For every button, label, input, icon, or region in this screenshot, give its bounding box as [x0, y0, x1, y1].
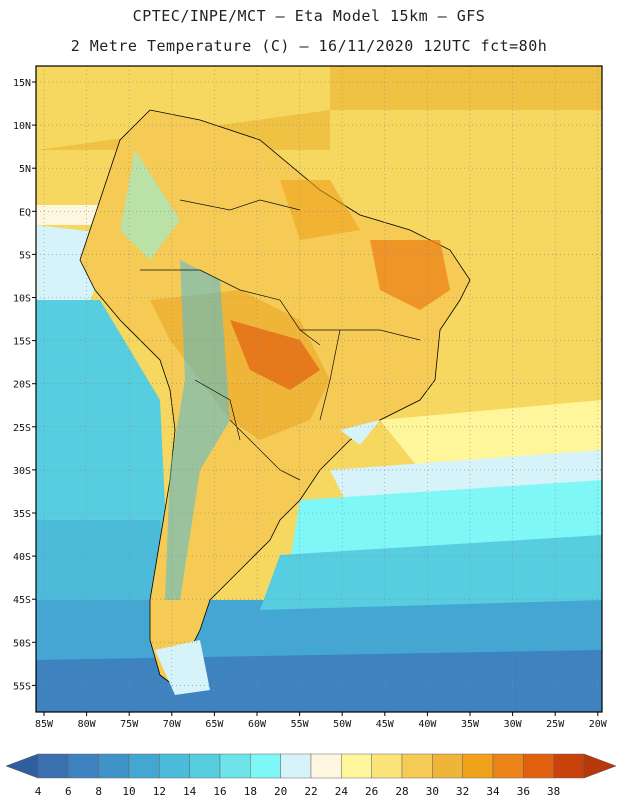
colorbar-swatch — [37, 753, 69, 779]
lon-label: 25W — [546, 719, 565, 730]
colorbar-label: 28 — [395, 785, 408, 798]
colorbar-label: 10 — [122, 785, 135, 798]
map-frame — [35, 65, 603, 713]
colorbar-swatch — [341, 753, 372, 779]
colorbar-high-arrow — [583, 753, 617, 779]
lat-label: 10N — [13, 121, 31, 132]
colorbar-label: 32 — [456, 785, 469, 798]
lat-label: 45S — [13, 595, 31, 606]
colorbar-low-arrow — [5, 753, 39, 779]
colorbar-label: 38 — [547, 785, 560, 798]
colorbar-label: 6 — [65, 785, 72, 798]
colorbar-label: 36 — [517, 785, 530, 798]
lon-label: 45W — [376, 719, 395, 730]
latitude-labels: 15N 10N 5N EQ 5S 10S 15S 20S 25S 30S 35S 40S 45S 50S 5… — [13, 78, 36, 692]
colorbar-swatch — [310, 753, 342, 779]
colorbar-swatch — [462, 753, 494, 779]
colorbar-swatch — [250, 753, 281, 779]
colorbar-swatch — [371, 753, 403, 779]
colorbar-label: 34 — [486, 785, 500, 798]
map-title-line2: 2 Metre Temperature (C) – 16/11/2020 12U… — [70, 37, 548, 55]
colorbar-label: 22 — [304, 785, 317, 798]
colorbar-swatch — [98, 753, 130, 779]
colorbar-label: 14 — [183, 785, 197, 798]
colorbar-swatch — [553, 753, 585, 779]
colorbar-label: 4 — [35, 785, 42, 798]
coast-cool-patch — [340, 420, 380, 445]
lat-label: 35S — [13, 509, 31, 520]
lon-label: 85W — [35, 719, 54, 730]
colorbar-label: 8 — [95, 785, 102, 798]
colorbar-swatch — [432, 753, 463, 779]
lat-label: EQ — [19, 207, 31, 218]
colorbar-label: 12 — [153, 785, 166, 798]
colorbar-swatch — [401, 753, 433, 779]
lon-label: 40W — [418, 719, 437, 730]
lat-label: 5S — [19, 250, 31, 261]
colorbar-swatch — [128, 753, 160, 779]
lat-label: 5N — [19, 164, 31, 175]
patagonia-cool-zone — [155, 640, 210, 695]
andes-north-cold — [120, 150, 180, 260]
lon-label: 35W — [461, 719, 480, 730]
lat-label: 15S — [13, 337, 31, 348]
longitude-labels: 85W 80W 75W 70W 65W 60W 55W 50W 45W 40W 35W 30W 25W 2… — [35, 712, 608, 730]
map-title-line1: CPTEC/INPE/MCT – Eta Model 15km – GFS — [132, 7, 486, 25]
amazon-warm-zone — [280, 180, 360, 240]
lat-label: 30S — [13, 466, 31, 477]
lat-label: 55S — [13, 681, 31, 692]
andes-cold-strip — [165, 260, 230, 600]
lon-label: 80W — [78, 719, 97, 730]
colorbar-swatch — [280, 753, 312, 779]
colorbar-swatch — [523, 753, 554, 779]
colorbar-swatch — [219, 753, 251, 779]
lat-label: 15N — [13, 78, 31, 89]
lon-label: 70W — [163, 719, 182, 730]
map-field — [36, 66, 602, 712]
atlantic-band-pale — [380, 400, 602, 470]
country-borders — [140, 199, 421, 481]
atlantic-band-colder — [260, 535, 602, 610]
lat-label: 50S — [13, 638, 31, 649]
lon-label: 75W — [120, 719, 139, 730]
colorbar-label: 24 — [335, 785, 349, 798]
hot-zone-interior — [230, 320, 320, 390]
lat-label: 20S — [13, 380, 31, 391]
lat-label: 40S — [13, 552, 31, 563]
colorbar-swatch — [68, 753, 99, 779]
colorbar-label: 30 — [426, 785, 439, 798]
lon-label: 65W — [205, 719, 224, 730]
colorbar-swatch — [189, 753, 221, 779]
colorbar-label: 16 — [213, 785, 226, 798]
colorbar-label: 20 — [274, 785, 287, 798]
colorbar-label: 18 — [244, 785, 257, 798]
colorbar-swatch — [492, 753, 524, 779]
colorbar-label: 26 — [365, 785, 378, 798]
colorbar: 4 6 8 10 12 14 16 18 20 22 24 26 28 30 32 34 36 38 — [5, 753, 617, 798]
colorbar-swatch — [159, 753, 190, 779]
lat-label: 10S — [13, 294, 31, 305]
lon-label: 30W — [504, 719, 523, 730]
ocean-band-warm-north — [36, 66, 602, 150]
lon-label: 50W — [333, 719, 352, 730]
lon-label: 60W — [248, 719, 267, 730]
ocean-band-south-colder — [36, 650, 602, 712]
lat-label: 25S — [13, 423, 31, 434]
lon-label: 55W — [291, 719, 310, 730]
hot-zone-northeast — [370, 240, 450, 310]
lon-label: 20W — [589, 719, 608, 730]
